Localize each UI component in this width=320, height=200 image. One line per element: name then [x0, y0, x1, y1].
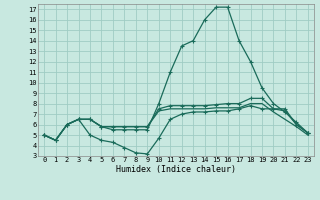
- X-axis label: Humidex (Indice chaleur): Humidex (Indice chaleur): [116, 165, 236, 174]
